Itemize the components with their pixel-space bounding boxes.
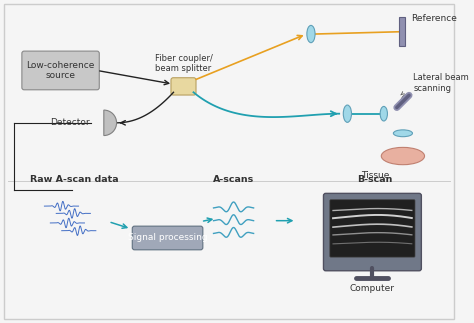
FancyBboxPatch shape	[330, 200, 415, 257]
FancyBboxPatch shape	[171, 78, 196, 95]
Ellipse shape	[343, 105, 352, 122]
Text: Low-coherence
source: Low-coherence source	[27, 61, 95, 80]
Ellipse shape	[307, 26, 315, 43]
Text: Lateral beam
scanning: Lateral beam scanning	[413, 74, 469, 93]
Ellipse shape	[380, 106, 387, 121]
Ellipse shape	[381, 147, 425, 165]
Ellipse shape	[393, 130, 412, 137]
Text: Raw A-scan data: Raw A-scan data	[30, 175, 118, 184]
Bar	[399, 17, 405, 46]
Text: Tissue: Tissue	[361, 171, 390, 180]
Text: A-scans: A-scans	[213, 175, 254, 184]
Text: Signal processing: Signal processing	[128, 234, 207, 243]
Wedge shape	[104, 110, 117, 136]
Text: Detector: Detector	[50, 118, 90, 127]
FancyBboxPatch shape	[22, 51, 99, 90]
Text: Fiber coupler/
beam splitter: Fiber coupler/ beam splitter	[155, 54, 212, 73]
FancyBboxPatch shape	[132, 226, 203, 250]
Text: Reference: Reference	[411, 14, 457, 23]
FancyBboxPatch shape	[323, 193, 421, 271]
Text: B-scan: B-scan	[357, 175, 392, 184]
Text: Computer: Computer	[350, 285, 395, 293]
